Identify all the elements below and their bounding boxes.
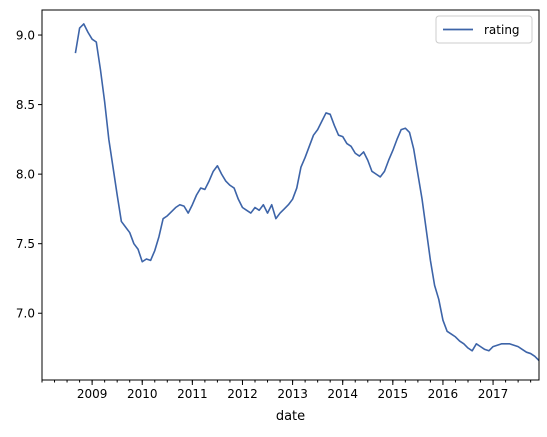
legend: rating bbox=[435, 15, 533, 44]
x-tick-label: 2014 bbox=[327, 387, 358, 401]
x-tick-label: 2009 bbox=[77, 387, 108, 401]
x-tick-label: 2017 bbox=[478, 387, 509, 401]
x-axis-label: date bbox=[276, 409, 305, 424]
x-tick-label: 2015 bbox=[378, 387, 409, 401]
y-tick-label: 7.0 bbox=[16, 307, 35, 321]
x-tick-label: 2012 bbox=[227, 387, 258, 401]
plot-area bbox=[41, 9, 540, 381]
y-tick-label: 9.0 bbox=[16, 29, 35, 43]
x-tick-label: 2016 bbox=[428, 387, 459, 401]
y-tick-label: 8.0 bbox=[16, 168, 35, 182]
x-axis: 2009 2010 2011 2012 2013 2014 2015 2016 2017 bbox=[41, 380, 532, 401]
x-tick-label: 2013 bbox=[277, 387, 308, 401]
legend-box bbox=[435, 15, 533, 44]
plot-frame bbox=[41, 9, 540, 381]
x-tick-label: 2010 bbox=[127, 387, 158, 401]
y-axis: 7.0 7.5 8.0 8.5 9.0 bbox=[16, 29, 42, 321]
y-tick-label: 7.5 bbox=[16, 237, 35, 251]
series-line-0 bbox=[74, 23, 540, 362]
y-tick-label: 8.5 bbox=[16, 98, 35, 112]
legend-label: rating bbox=[484, 23, 520, 37]
x-tick-label: 2011 bbox=[177, 387, 208, 401]
